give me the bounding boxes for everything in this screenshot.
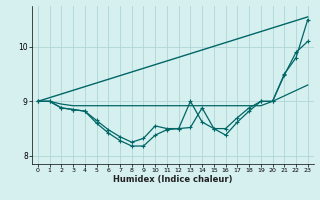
X-axis label: Humidex (Indice chaleur): Humidex (Indice chaleur) (113, 175, 233, 184)
